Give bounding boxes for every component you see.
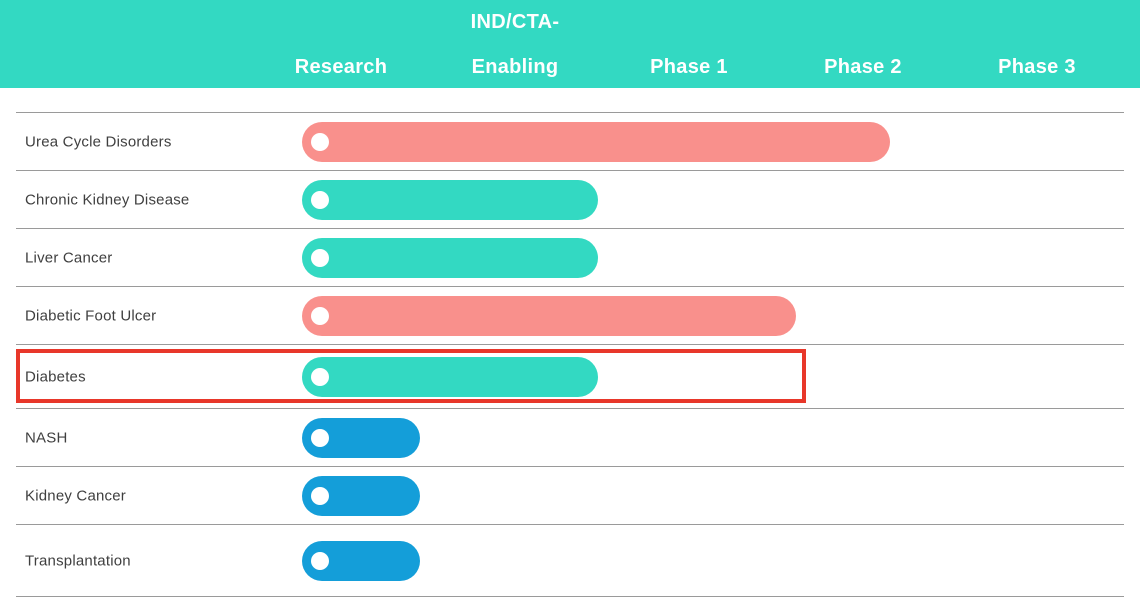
indication-label: Chronic Kidney Disease — [25, 191, 190, 208]
pipeline-row-urea-cycle-disorders: Urea Cycle Disorders — [16, 112, 1124, 170]
column-header-label: Enabling — [471, 56, 559, 78]
column-header-label: Phase 1 — [650, 56, 728, 78]
bar-start-dot — [311, 190, 329, 209]
pipeline-row-transplantation: Transplantation — [16, 524, 1124, 597]
pipeline-bar-kidney-cancer — [302, 475, 420, 516]
pipeline-phase-header: Research IND/CTA- Enabling Phase 1 Phase 2 Ph… — [0, 0, 1140, 88]
pipeline-row-liver-cancer: Liver Cancer — [16, 228, 1124, 286]
pipeline-bar-diabetic-foot-ulcer — [302, 295, 796, 336]
pipeline-bar-diabetes — [302, 356, 598, 397]
phase-column-headers: Research IND/CTA- Enabling Phase 1 Phase 2 Ph… — [254, 0, 1134, 88]
column-header-label: IND/CTA- — [470, 11, 560, 33]
bar-start-dot — [311, 367, 329, 386]
bar-start-dot — [311, 306, 329, 325]
indication-label: Kidney Cancer — [25, 487, 126, 504]
bar-start-dot — [311, 551, 329, 570]
column-header-label: Phase 2 — [824, 56, 902, 78]
bar-start-dot — [311, 486, 329, 505]
pipeline-table: Urea Cycle Disorders Chronic Kidney Disea… — [16, 88, 1124, 597]
pipeline-bar-nash — [302, 417, 420, 458]
column-header-label: Research — [294, 56, 388, 78]
column-header-phase-1: Phase 1 — [602, 0, 776, 88]
bar-start-dot — [311, 428, 329, 447]
pipeline-row-chronic-kidney-disease: Chronic Kidney Disease — [16, 170, 1124, 228]
bar-start-dot — [311, 132, 329, 151]
indication-label: Liver Cancer — [25, 249, 113, 266]
indication-label: Diabetes — [25, 368, 86, 385]
pipeline-bar-urea-cycle-disorders — [302, 121, 890, 162]
column-header-ind-cta-enabling: IND/CTA- Enabling — [428, 0, 602, 88]
pipeline-row-kidney-cancer: Kidney Cancer — [16, 466, 1124, 524]
indication-label: Transplantation — [25, 552, 131, 569]
column-header-research: Research — [254, 0, 428, 88]
column-header-phase-2: Phase 2 — [776, 0, 950, 88]
pipeline-bar-chronic-kidney-disease — [302, 179, 598, 220]
pipeline-bar-transplantation — [302, 540, 420, 581]
pipeline-row-diabetic-foot-ulcer: Diabetic Foot Ulcer — [16, 286, 1124, 344]
indication-label: Diabetic Foot Ulcer — [25, 307, 157, 324]
indication-label: Urea Cycle Disorders — [25, 133, 172, 150]
pipeline-row-nash: NASH — [16, 408, 1124, 466]
bar-start-dot — [311, 248, 329, 267]
column-header-phase-3: Phase 3 — [950, 0, 1124, 88]
pipeline-row-diabetes: Diabetes — [16, 344, 1124, 408]
indication-label: NASH — [25, 429, 68, 446]
pipeline-bar-liver-cancer — [302, 237, 598, 278]
column-header-label: Phase 3 — [998, 56, 1076, 78]
